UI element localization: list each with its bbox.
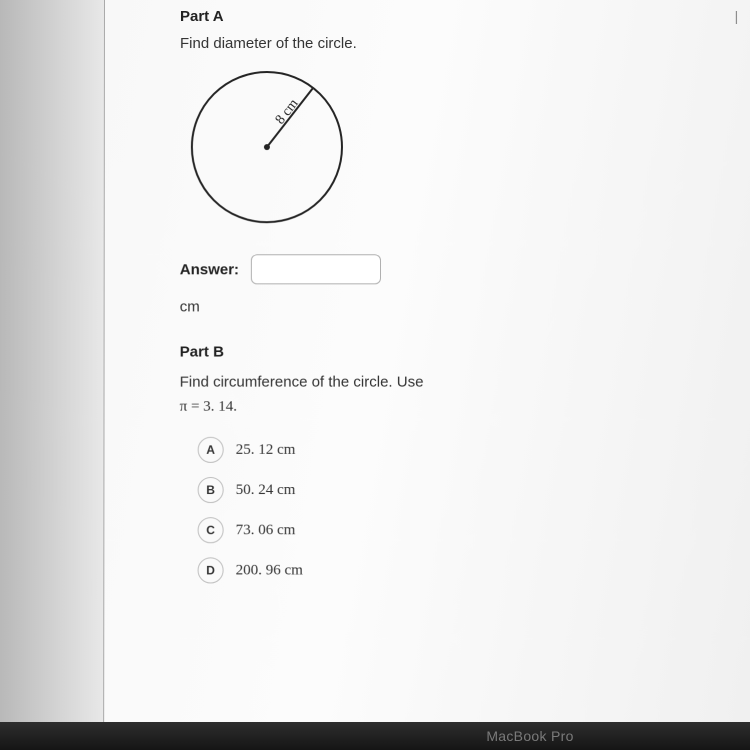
circle-diagram: 8 cm [182, 62, 352, 232]
option-d[interactable]: D 200. 96 cm [198, 557, 711, 583]
option-b-text: 50. 24 cm [236, 481, 296, 498]
part-a-prompt: Find diameter of the circle. [180, 35, 710, 52]
options-list: A 25. 12 cm B 50. 24 cm C 73. 06 cm D 20… [198, 437, 711, 584]
option-b[interactable]: B 50. 24 cm [198, 477, 711, 503]
option-c[interactable]: C 73. 06 cm [198, 517, 711, 543]
macbook-label: MacBook Pro [176, 728, 573, 744]
part-a-label: Part A [180, 8, 710, 25]
option-a-text: 25. 12 cm [236, 441, 296, 458]
unit-label: cm [180, 298, 711, 315]
content: Part A Find diameter of the circle. 8 cm… [179, 8, 710, 598]
part-b-prompt: Find circumference of the circle. Use π … [180, 371, 711, 419]
worksheet-screen: | Part A Find diameter of the circle. 8 … [0, 0, 750, 724]
option-a[interactable]: A 25. 12 cm [198, 437, 711, 463]
radius-label: 8 cm [273, 96, 302, 127]
option-d-letter: D [198, 557, 224, 583]
answer-input[interactable] [251, 254, 381, 284]
answer-row: Answer: [180, 254, 711, 284]
part-b-prompt-line1: Find circumference of the circle. Use [180, 374, 424, 391]
part-b-label: Part B [180, 344, 711, 361]
part-b-prompt-line2: π = 3. 14. [180, 399, 237, 415]
left-gutter [0, 0, 105, 724]
answer-label: Answer: [180, 261, 239, 278]
option-b-letter: B [198, 477, 224, 503]
option-c-text: 73. 06 cm [236, 522, 296, 539]
option-d-text: 200. 96 cm [236, 562, 303, 579]
option-a-letter: A [198, 437, 224, 463]
page-mark: | [734, 8, 738, 24]
macbook-bezel: MacBook Pro [0, 722, 750, 750]
option-c-letter: C [198, 517, 224, 543]
